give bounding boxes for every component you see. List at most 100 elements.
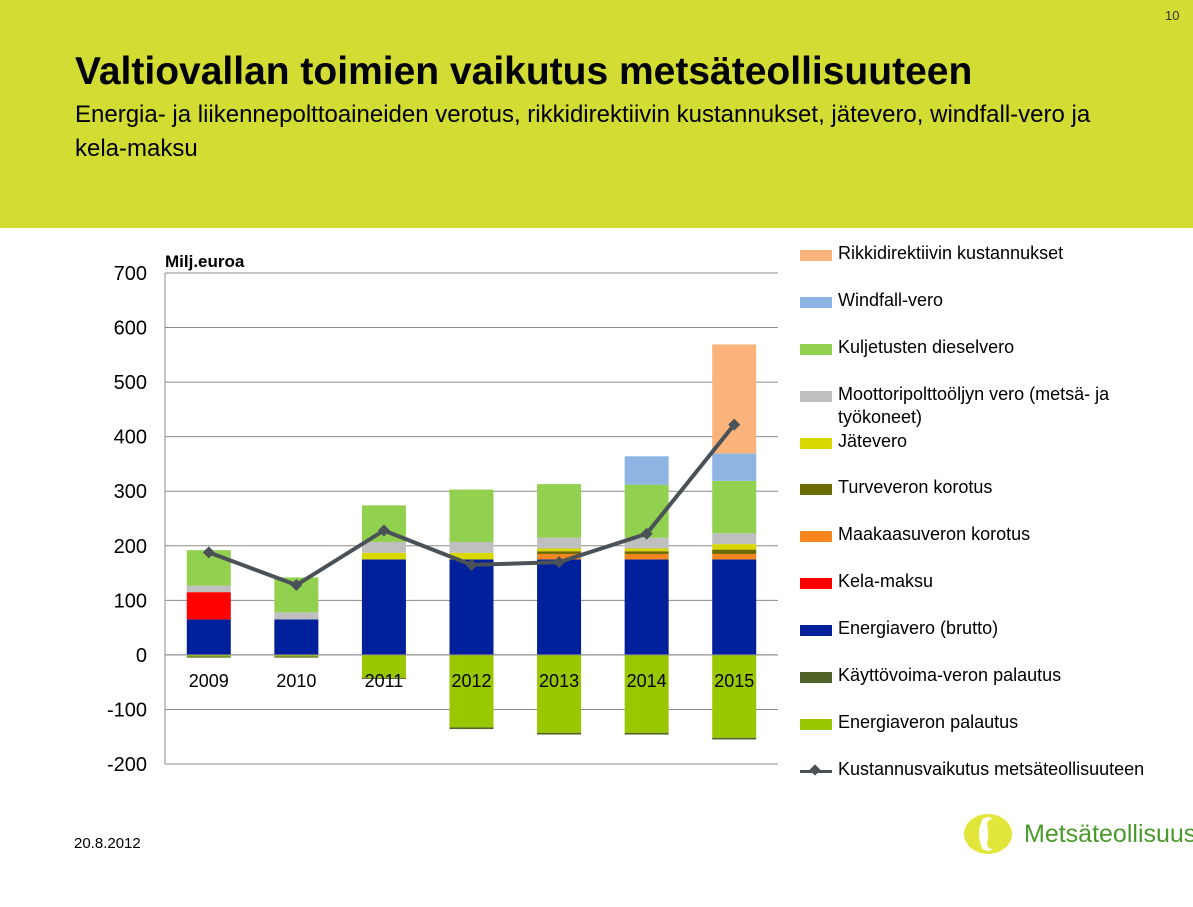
bar-segment — [361, 677, 406, 679]
bar-segment — [449, 559, 494, 655]
header-banner: 10 Valtiovallan toimien vaikutus metsäte… — [0, 0, 1193, 228]
legend-swatch — [800, 250, 832, 261]
line-point — [377, 524, 390, 537]
y-tick-label: -100 — [107, 699, 147, 721]
legend-label: Turveveron korotus — [838, 477, 993, 497]
bar-segment — [537, 559, 582, 655]
bar-segment — [712, 737, 757, 740]
legend-label: Rikkidirektiivin kustannukset — [838, 243, 1064, 263]
x-tick-label: 2009 — [189, 671, 229, 691]
x-tick-label: 2013 — [539, 671, 579, 691]
line-point — [202, 546, 215, 559]
bar-segment — [712, 544, 757, 550]
bar-segment — [449, 489, 494, 542]
legend-swatch — [800, 531, 832, 542]
legend-label: Windfall-vero — [838, 290, 944, 310]
line-point — [640, 527, 653, 540]
bar-segment — [712, 344, 757, 454]
bar-segment — [274, 619, 319, 655]
legend-label: Jätevero — [838, 431, 908, 451]
legend-label: Moottoripolttoöljyn vero (metsä- ja työk… — [838, 384, 1110, 427]
bar-segment — [537, 537, 582, 549]
x-tick-label: 2010 — [276, 671, 316, 691]
legend-label: Kuljetusten dieselvero — [838, 337, 1015, 357]
bar-segment — [537, 484, 582, 538]
bar-segment — [624, 548, 669, 552]
y-tick-label: 0 — [136, 645, 147, 667]
legend-label: Kustannusvaikutus metsäteollisuuteen — [838, 759, 1145, 779]
legend-swatch — [800, 625, 832, 636]
x-tick-label: 2012 — [451, 671, 491, 691]
bar-segment — [274, 612, 319, 620]
legend-swatch — [800, 297, 832, 308]
x-tick-label: 2015 — [714, 671, 754, 691]
legend-label: Energiavero (brutto) — [838, 618, 999, 638]
page-title: Valtiovallan toimien vaikutus metsäteoll… — [75, 50, 973, 93]
y-tick-label: 200 — [114, 536, 147, 558]
logo-text: Metsäteollisuus — [1024, 820, 1193, 848]
legend-swatch — [800, 344, 832, 355]
bar-segment — [712, 480, 757, 534]
metsateollisuus-logo: Metsäteollisuus — [958, 810, 1193, 860]
bar-segment — [624, 559, 669, 655]
legend-swatch — [800, 438, 832, 449]
y-tick-label: 600 — [114, 318, 147, 340]
bar-segment — [186, 654, 231, 657]
bar-segment — [624, 551, 669, 554]
bar-segment — [361, 654, 406, 678]
bar-segment — [449, 654, 494, 728]
y-axis-label: Milj.euroa — [165, 252, 245, 271]
bar-segment — [274, 654, 319, 657]
bar-segment — [537, 551, 582, 554]
bar-segment — [624, 654, 669, 733]
line-point — [728, 418, 741, 431]
line-point — [290, 579, 303, 592]
y-tick-label: 300 — [114, 481, 147, 503]
x-tick-label: 2011 — [365, 671, 404, 691]
legend-swatch — [800, 672, 832, 683]
slide-date: 20.8.2012 — [74, 835, 141, 852]
line-point — [553, 556, 566, 569]
legend-label: Kela-maksu — [838, 571, 934, 591]
bar-segment — [274, 656, 319, 658]
bar-segment — [186, 585, 231, 593]
bar-segment — [712, 654, 757, 738]
bar-segment — [624, 553, 669, 560]
bar-segment — [361, 541, 406, 553]
bar-segment — [712, 553, 757, 560]
y-tick-label: 500 — [114, 372, 147, 394]
bar-segment — [712, 549, 757, 554]
legend-label: Maakaasuveron korotus — [838, 524, 1031, 544]
bar-segment — [537, 654, 582, 733]
bar-segment — [624, 537, 669, 549]
bar-segment — [537, 732, 582, 735]
bar-segment — [537, 548, 582, 552]
y-tick-label: 100 — [114, 590, 147, 612]
logo-icon — [964, 814, 1012, 854]
bar-segment — [361, 552, 406, 560]
bar-segment — [712, 533, 757, 545]
bar-segment — [712, 559, 757, 655]
page-number: 10 — [1165, 8, 1180, 23]
bar-segment — [186, 656, 231, 658]
bar-segment — [361, 559, 406, 655]
bar-segment — [712, 453, 757, 481]
x-tick-label: 2014 — [627, 671, 667, 691]
line-point — [465, 558, 478, 571]
bar-segment — [449, 727, 494, 730]
bar-segment — [449, 552, 494, 560]
bar-segment — [186, 619, 231, 655]
y-tick-label: 700 — [114, 263, 147, 285]
bar-segment — [186, 592, 231, 620]
y-tick-label: -200 — [107, 754, 147, 776]
bar-segment — [624, 732, 669, 735]
legend-label: Energiaveron palautus — [838, 712, 1019, 732]
bar-segment — [624, 456, 669, 485]
y-tick-label: 400 — [114, 427, 147, 449]
page-subtitle: Energia- ja liikennepolttoaineiden verot… — [75, 101, 1091, 162]
legend-swatch — [800, 484, 832, 495]
legend-swatch — [800, 719, 832, 730]
legend-swatch — [800, 391, 832, 402]
bar-segment — [449, 541, 494, 553]
